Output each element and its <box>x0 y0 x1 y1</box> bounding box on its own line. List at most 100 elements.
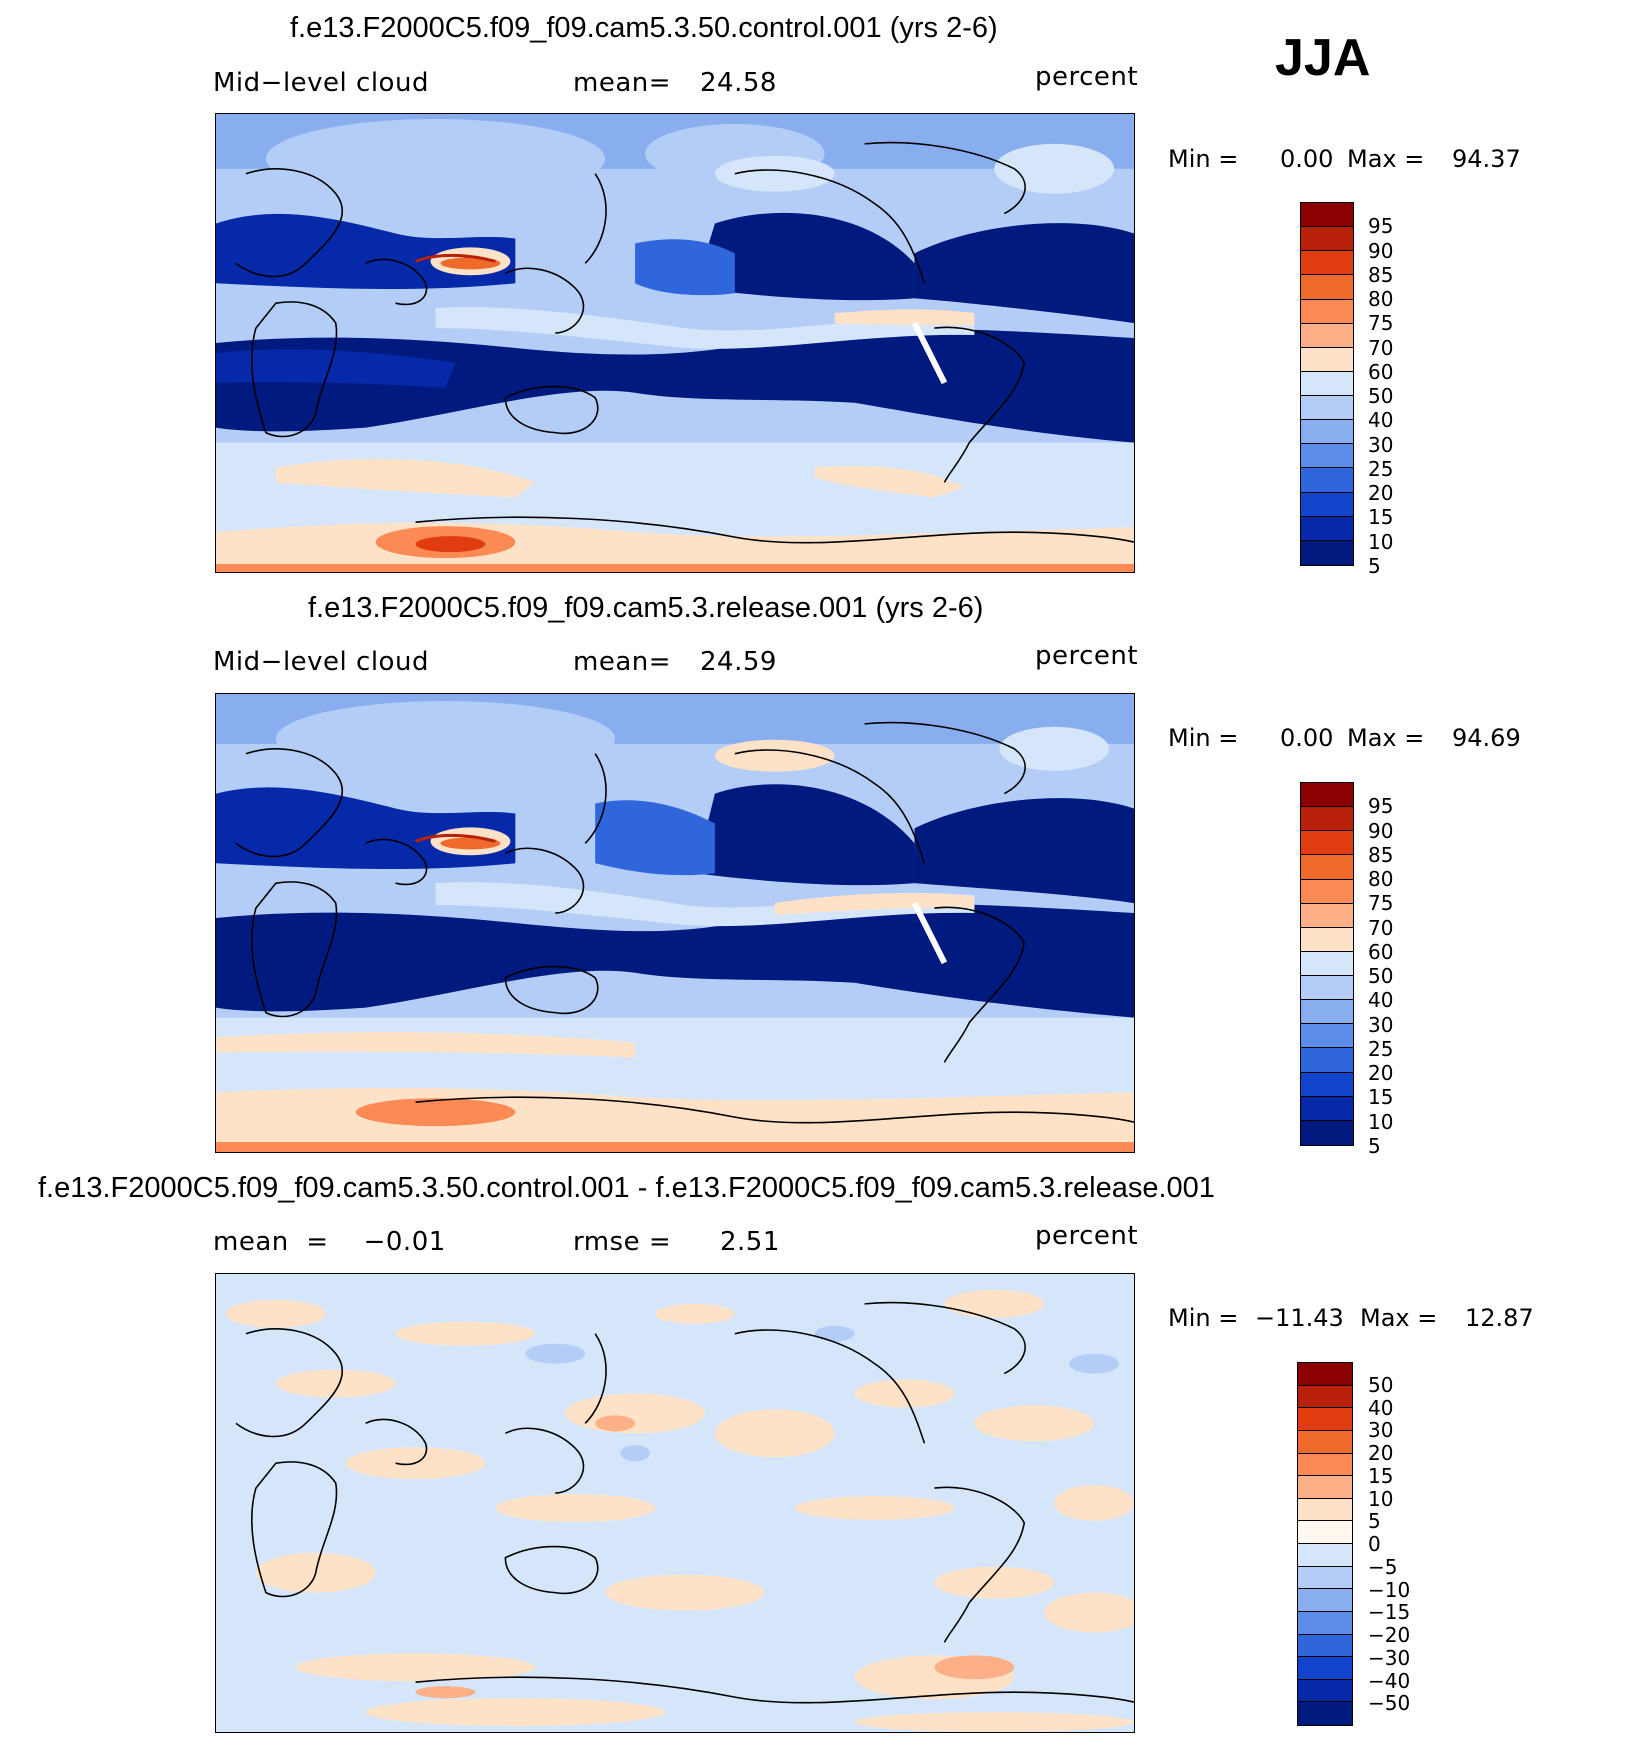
max-label: Max = <box>1347 724 1425 752</box>
max-value: 94.69 <box>1452 724 1521 752</box>
colorbar-tick-label: 5 <box>1368 1134 1381 1158</box>
colorbar-tick-label: 30 <box>1368 1418 1394 1443</box>
colorbar-box <box>1301 903 1353 928</box>
colorbar-tick-label: −40 <box>1368 1668 1411 1693</box>
colorbar-tick-label: −10 <box>1368 1577 1411 1602</box>
variable-label: Mid−level cloud <box>213 68 429 98</box>
colorbar-box <box>1301 227 1353 252</box>
colorbar-tick-label: 40 <box>1368 1395 1394 1420</box>
colorbar-tick-label: 5 <box>1368 1509 1381 1534</box>
min-value: −11.43 <box>1255 1304 1344 1332</box>
colorbar-box <box>1298 1363 1352 1386</box>
colorbar-tick-label: 40 <box>1368 988 1394 1013</box>
rmse-value: 2.51 <box>720 1227 780 1257</box>
colorbar-release <box>1300 782 1354 1146</box>
colorbar-tick-label: 80 <box>1368 287 1394 312</box>
mean-label: mean= <box>573 647 672 677</box>
colorbar-control <box>1300 202 1354 566</box>
colorbar-box <box>1298 1521 1352 1544</box>
colorbar-tick-label: 85 <box>1368 262 1394 287</box>
mean-value: 24.59 <box>700 647 777 677</box>
colorbar-box <box>1301 444 1353 469</box>
colorbar-tick-label: 40 <box>1368 408 1394 433</box>
colorbar-box <box>1301 420 1353 445</box>
mean-value: 24.58 <box>700 68 777 98</box>
colorbar-tick-label: 15 <box>1368 1085 1394 1110</box>
colorbar-tick-label: 5 <box>1368 554 1381 578</box>
colorbar-tick-label: 50 <box>1368 1372 1394 1397</box>
colorbar-tick-label: −15 <box>1368 1600 1411 1625</box>
colorbar-tick-label: −30 <box>1368 1645 1411 1670</box>
colorbar-box <box>1298 1679 1352 1703</box>
colorbar-tick-label: 60 <box>1368 939 1394 964</box>
colorbar-tick-label: 10 <box>1368 1109 1394 1134</box>
colorbar-box <box>1301 492 1353 517</box>
colorbar-tick-label: 10 <box>1368 1486 1394 1511</box>
colorbar-box <box>1301 855 1353 880</box>
min-label: Min = <box>1168 724 1239 752</box>
colorbar-difference <box>1297 1362 1353 1726</box>
colorbar-tick-label: 20 <box>1368 1441 1394 1465</box>
map-control-field <box>216 114 1134 572</box>
colorbar-tick-label: 75 <box>1368 891 1394 916</box>
colorbar-tick-label: 80 <box>1368 867 1394 892</box>
colorbar-box <box>1301 783 1353 808</box>
map-release <box>215 693 1135 1153</box>
colorbar-box <box>1301 323 1353 348</box>
colorbar-box <box>1298 1430 1352 1454</box>
colorbar-tick-label: −5 <box>1368 1554 1398 1579</box>
colorbar-tick-label: −50 <box>1368 1691 1411 1716</box>
colorbar-box <box>1301 927 1353 952</box>
colorbar-box <box>1301 879 1353 904</box>
colorbar-box <box>1301 1048 1353 1073</box>
colorbar-box <box>1301 1096 1353 1121</box>
season-label: JJA <box>1275 29 1371 87</box>
colorbar-box <box>1301 203 1353 228</box>
colorbar-tick-label: 50 <box>1368 964 1394 989</box>
colorbar-tick-label: 10 <box>1368 529 1394 554</box>
colorbar-box <box>1301 976 1353 1001</box>
colorbar-box <box>1298 1634 1352 1658</box>
max-value: 94.37 <box>1452 145 1521 173</box>
map-control <box>215 113 1135 573</box>
colorbar-tick-label: 95 <box>1368 214 1394 239</box>
rmse-label: rmse = <box>573 1227 672 1257</box>
colorbar-box <box>1301 275 1353 300</box>
colorbar-box <box>1298 1408 1352 1431</box>
colorbar-tick-label: 90 <box>1368 818 1394 843</box>
units-label: percent <box>1035 1221 1139 1251</box>
colorbar-box <box>1298 1589 1352 1612</box>
colorbar-box <box>1298 1657 1352 1680</box>
colorbar-tick-label: −20 <box>1368 1623 1411 1647</box>
colorbar-tick-label: 75 <box>1368 311 1394 336</box>
colorbar-box <box>1301 468 1353 493</box>
colorbar-tick-label: 70 <box>1368 915 1394 940</box>
colorbar-box <box>1301 1120 1353 1145</box>
max-label: Max = <box>1360 1304 1438 1332</box>
colorbar-box <box>1301 347 1353 372</box>
colorbar-box <box>1301 251 1353 276</box>
colorbar-box <box>1301 1072 1353 1097</box>
min-label: Min = <box>1168 1304 1239 1332</box>
max-label: Max = <box>1347 145 1425 173</box>
map-release-field <box>216 694 1134 1152</box>
colorbar-box <box>1298 1544 1352 1567</box>
units-label: percent <box>1035 641 1139 671</box>
colorbar-box <box>1301 831 1353 856</box>
colorbar-tick-label: 85 <box>1368 842 1394 867</box>
mean-diff-label: mean = −0.01 <box>213 1227 446 1257</box>
colorbar-box <box>1298 1498 1352 1522</box>
colorbar-box <box>1298 1385 1352 1409</box>
colorbar-tick-label: 15 <box>1368 1463 1394 1488</box>
max-value: 12.87 <box>1465 1304 1534 1332</box>
colorbar-box <box>1301 807 1353 832</box>
colorbar-box <box>1298 1476 1352 1499</box>
colorbar-box <box>1301 299 1353 324</box>
colorbar-tick-label: 30 <box>1368 1012 1394 1037</box>
map-difference <box>215 1273 1135 1733</box>
min-label: Min = <box>1168 145 1239 173</box>
colorbar-box <box>1298 1611 1352 1635</box>
colorbar-box <box>1298 1453 1352 1477</box>
colorbar-tick-label: 70 <box>1368 335 1394 360</box>
units-label: percent <box>1035 62 1139 92</box>
